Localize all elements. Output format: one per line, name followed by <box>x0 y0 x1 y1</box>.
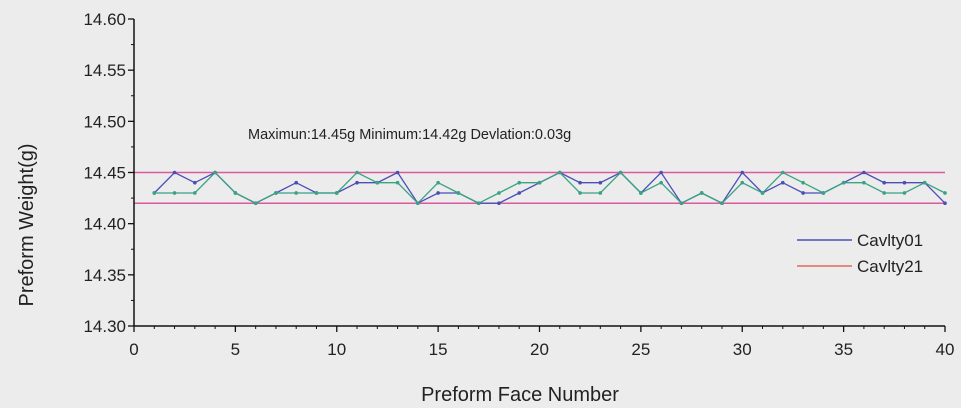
data-point-Cavlty01-8 <box>294 180 299 185</box>
data-point-Cavlty21-29 <box>720 201 724 205</box>
data-point-Cavlty01-37 <box>882 180 886 185</box>
x-tick-label: 30 <box>733 340 752 359</box>
stats-annotation: Maximun:14.45g Minimum:14.42g Devlation:… <box>248 127 571 143</box>
data-point-Cavlty21-26 <box>659 180 663 185</box>
y-tick-label: 14.35 <box>83 266 126 285</box>
data-point-Cavlty21-5 <box>233 191 238 195</box>
data-point-Cavlty01-15 <box>436 191 440 195</box>
data-point-Cavlty01-30 <box>740 170 745 175</box>
data-point-Cavlty01-19 <box>517 191 522 195</box>
data-point-Cavlty21-25 <box>639 191 643 195</box>
data-point-Cavlty21-31 <box>760 191 765 195</box>
reference-lines <box>134 171 945 204</box>
x-tick-label: 40 <box>936 340 955 359</box>
x-tick-label: 15 <box>429 340 448 359</box>
data-point-Cavlty21-39 <box>922 180 927 185</box>
data-point-Cavlty21-11 <box>355 170 359 175</box>
x-axis-title: Preform Face Number <box>421 384 619 406</box>
data-point-Cavlty21-12 <box>375 180 380 185</box>
data-point-Cavlty21-16 <box>456 191 461 195</box>
y-tick-label: 14.40 <box>83 215 126 234</box>
data-point-Cavlty01-23 <box>598 180 603 185</box>
data-point-Cavlty21-36 <box>862 180 866 185</box>
data-point-Cavlty21-35 <box>841 180 846 185</box>
data-point-Cavlty21-40 <box>943 191 947 195</box>
data-point-Cavlty01-33 <box>801 191 805 195</box>
data-point-Cavlty21-22 <box>578 191 582 195</box>
data-point-Cavlty21-32 <box>781 170 785 175</box>
y-tick-label: 14.45 <box>83 164 126 183</box>
data-point-Cavlty01-36 <box>862 170 866 175</box>
y-tick-label: 14.60 <box>83 10 126 29</box>
data-point-Cavlty21-33 <box>801 180 805 185</box>
data-point-Cavlty01-2 <box>172 170 177 175</box>
axes: 14.30 14.35 14.40 14.45 14.50 14.55 14.60 0 5 10 1… <box>83 10 954 359</box>
data-point-Cavlty01-22 <box>578 180 582 185</box>
data-point-Cavlty21-13 <box>395 180 400 185</box>
data-point-Cavlty21-3 <box>193 191 197 195</box>
data-point-Cavlty21-20 <box>537 180 542 185</box>
data-point-Cavlty21-4 <box>213 170 217 175</box>
data-point-Cavlty21-18 <box>497 191 501 195</box>
data-point-Cavlty21-17 <box>476 201 481 205</box>
data-point-Cavlty21-38 <box>902 191 907 195</box>
data-point-Cavlty21-23 <box>598 191 603 195</box>
data-point-Cavlty21-27 <box>679 201 684 205</box>
data-point-Cavlty21-28 <box>699 191 704 195</box>
data-point-Cavlty01-40 <box>943 201 947 205</box>
data-point-Cavlty21-1 <box>152 191 157 195</box>
data-point-Cavlty21-15 <box>436 180 440 185</box>
data-point-Cavlty21-8 <box>294 191 299 195</box>
data-point-Cavlty21-24 <box>618 170 623 175</box>
data-point-Cavlty01-3 <box>193 180 197 185</box>
data-point-Cavlty21-6 <box>253 201 258 205</box>
data-point-Cavlty21-7 <box>274 191 278 195</box>
data-point-Cavlty01-32 <box>781 180 785 185</box>
data-point-Cavlty21-21 <box>557 170 562 175</box>
data-point-Cavlty01-13 <box>395 170 400 175</box>
series-group <box>152 170 947 205</box>
y-tick-label: 14.50 <box>83 112 126 131</box>
data-point-Cavlty21-34 <box>821 191 826 195</box>
x-tick-label: 10 <box>327 340 346 359</box>
data-point-Cavlty01-26 <box>659 170 663 175</box>
series-line-Cavlty21 <box>154 171 946 205</box>
y-tick-label: 14.55 <box>83 61 126 80</box>
data-point-Cavlty21-19 <box>517 180 522 185</box>
data-point-Cavlty21-30 <box>740 180 745 185</box>
x-tick-label: 5 <box>231 340 240 359</box>
data-point-Cavlty01-38 <box>902 180 907 185</box>
data-point-Cavlty01-11 <box>355 180 359 185</box>
legend-label-Cavlty21: Cavlty21 <box>857 257 923 276</box>
x-tick-label: 0 <box>129 340 138 359</box>
data-point-Cavlty21-2 <box>172 191 177 195</box>
x-tick-label: 35 <box>834 340 853 359</box>
legend-label-Cavlty01: Cavlty01 <box>857 231 923 250</box>
x-tick-label: 20 <box>530 340 549 359</box>
legend: Cavlty01 Cavlty21 <box>797 231 923 276</box>
x-tick-label: 25 <box>631 340 650 359</box>
data-point-Cavlty21-37 <box>882 191 886 195</box>
data-point-Cavlty01-18 <box>497 201 501 205</box>
y-tick-label: 14.30 <box>83 317 126 336</box>
y-axis-title: Preform Weight(g) <box>16 143 38 306</box>
data-point-Cavlty21-10 <box>334 191 339 195</box>
data-point-Cavlty21-9 <box>314 191 319 195</box>
data-point-Cavlty21-14 <box>416 201 420 205</box>
